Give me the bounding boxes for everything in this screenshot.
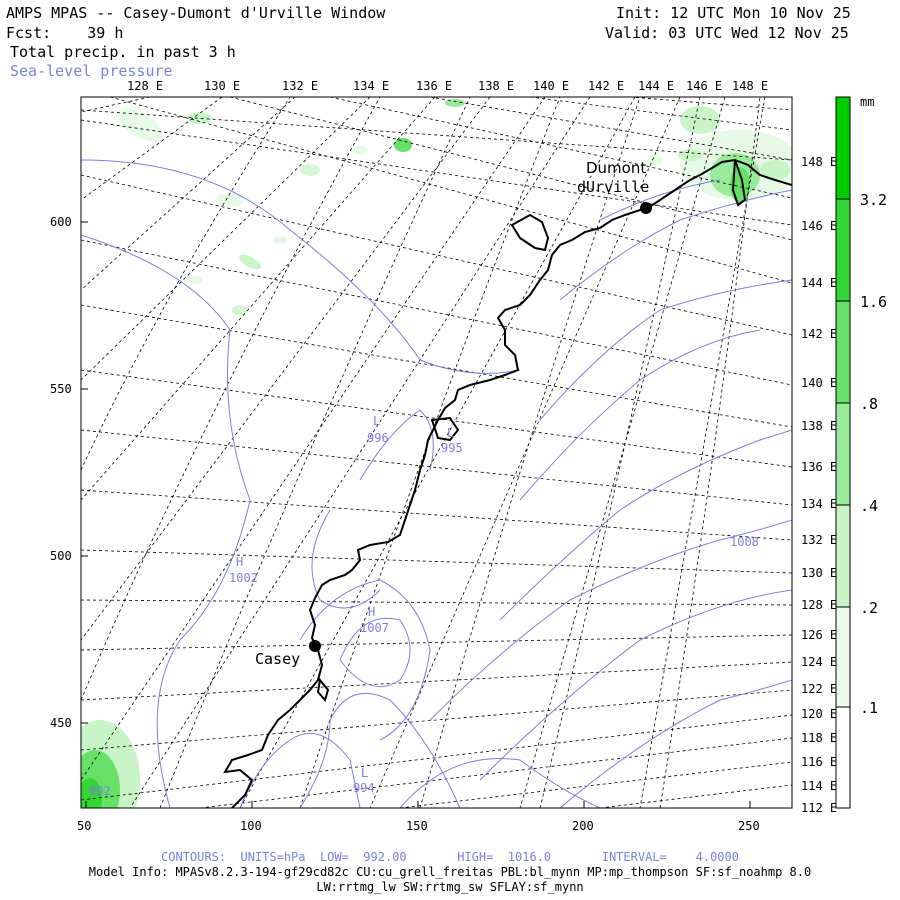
valid-time: Valid: 03 UTC Wed 12 Nov 25	[605, 24, 849, 42]
bottom-axis: 50 100 150 200 250	[77, 801, 760, 833]
top-lon-axis: 128 E 130 E 132 E 134 E 136 E 138 E 140 …	[127, 79, 768, 93]
pressure-center-value: 1002	[229, 571, 258, 585]
right-axis: 148 E 146 E 144 E 142 E 140 E 138 E 136 …	[801, 155, 837, 815]
lon-tick-label: 128 E	[127, 79, 163, 93]
colorbar-segment	[836, 707, 850, 808]
colorbar-segment	[836, 199, 850, 301]
colorbar: mm 3.2 1.6 .8 .4 .2 .1	[835, 95, 887, 809]
colorbar-segment	[836, 607, 850, 707]
right-tick-label: 116 E	[801, 755, 837, 769]
pressure-center-value: 995	[441, 441, 463, 455]
field-name: Total precip. in past 3 h	[10, 43, 236, 61]
lon-tick-label: 138 E	[478, 79, 514, 93]
right-tick-label: 124 E	[801, 655, 837, 669]
colorbar-segment	[836, 97, 850, 199]
x-tick-label: 200	[572, 819, 594, 833]
pressure-center-letter: L	[361, 766, 368, 780]
lon-tick-label: 142 E	[588, 79, 624, 93]
y-tick-label: 600	[50, 215, 72, 229]
station-dumont-durville: Dumont dUrville	[577, 159, 652, 214]
pressure-center-letter: H	[368, 605, 375, 619]
colorbar-segment	[836, 505, 850, 607]
y-tick-label: 500	[50, 549, 72, 563]
forecast-hour: Fcst: 39 h	[6, 24, 124, 42]
right-tick-label: 128 E	[801, 598, 837, 612]
coastline	[223, 158, 792, 808]
right-tick-label: 126 E	[801, 628, 837, 642]
colorbar-label: 3.2	[860, 191, 887, 209]
lon-tick-label: 132 E	[282, 79, 318, 93]
overlay-name: Sea-level pressure	[10, 62, 173, 80]
station-name-line1: Dumont	[586, 159, 646, 177]
right-tick-label: 148 E	[801, 155, 837, 169]
x-tick-label: 50	[77, 819, 91, 833]
graticule	[81, 97, 792, 808]
colorbar-segment	[836, 403, 850, 505]
lon-tick-label: 148 E	[732, 79, 768, 93]
lon-tick-label: 134 E	[353, 79, 389, 93]
right-tick-label: 112 E	[801, 801, 837, 815]
model-info-physics: LW:rrtmg_lw SW:rrtmg_sw SFLAY:sf_mynn	[316, 880, 584, 894]
right-tick-label: 118 E	[801, 731, 837, 745]
pressure-center-value: 994	[353, 781, 375, 795]
right-tick-label: 134 E	[801, 497, 837, 511]
pressure-center-letter: L	[447, 426, 454, 440]
right-tick-label: 120 E	[801, 707, 837, 721]
right-tick-label: 138 E	[801, 419, 837, 433]
right-tick-label: 144 E	[801, 276, 837, 290]
colorbar-label: .8	[860, 395, 878, 413]
init-time: Init: 12 UTC Mon 10 Nov 25	[616, 4, 851, 22]
lon-tick-label: 136 E	[416, 79, 452, 93]
y-tick-label: 450	[50, 716, 72, 730]
right-tick-label: 140 E	[801, 376, 837, 390]
contour-label: 1008	[730, 535, 759, 549]
right-tick-label: 146 E	[801, 219, 837, 233]
station-marker-icon	[309, 640, 321, 652]
x-tick-label: 100	[240, 819, 262, 833]
colorbar-label: 1.6	[860, 293, 887, 311]
station-casey: Casey	[255, 640, 321, 668]
colorbar-label: .1	[860, 699, 878, 717]
right-tick-label: 114 E	[801, 779, 837, 793]
station-name-line2: dUrville	[577, 178, 649, 196]
slp-contours	[81, 159, 792, 808]
pressure-center-value: 1007	[360, 621, 389, 635]
left-axis: 600 550 500 450	[50, 215, 88, 730]
x-tick-label: 250	[738, 819, 760, 833]
lon-tick-label: 146 E	[686, 79, 722, 93]
x-tick-label: 150	[406, 819, 428, 833]
colorbar-segment	[836, 301, 850, 403]
map-title: AMPS MPAS -- Casey-Dumont d'Urville Wind…	[6, 4, 386, 22]
model-info: Model Info: MPASv8.2.3-194-gf29cd82c CU:…	[88, 865, 812, 879]
contour-label: 002	[89, 784, 111, 798]
pressure-labels: L 996 L 995 H 1002 H 1007 L 994 1008 002	[89, 414, 759, 798]
colorbar-label: .4	[860, 497, 878, 515]
station-marker-icon	[640, 202, 652, 214]
right-tick-label: 130 E	[801, 566, 837, 580]
right-tick-label: 132 E	[801, 533, 837, 547]
contour-info: CONTOURS: UNITS=hPa LOW= 992.00 HIGH= 10…	[161, 850, 739, 864]
lon-tick-label: 144 E	[638, 79, 674, 93]
colorbar-label: .2	[860, 599, 878, 617]
pressure-center-letter: H	[236, 555, 243, 569]
pressure-center-value: 996	[367, 431, 389, 445]
y-tick-label: 550	[50, 382, 72, 396]
right-tick-label: 122 E	[801, 682, 837, 696]
lon-tick-label: 140 E	[533, 79, 569, 93]
right-tick-label: 142 E	[801, 327, 837, 341]
station-name: Casey	[255, 650, 300, 668]
colorbar-unit: mm	[860, 95, 874, 109]
plot-frame	[80, 96, 793, 809]
right-tick-label: 136 E	[801, 460, 837, 474]
lon-tick-label: 130 E	[204, 79, 240, 93]
pressure-center-letter: L	[373, 414, 380, 428]
